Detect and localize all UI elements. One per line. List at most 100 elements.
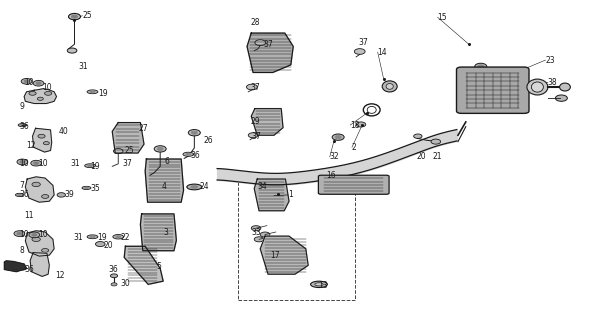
Circle shape bbox=[414, 134, 422, 139]
Text: 35: 35 bbox=[90, 184, 100, 193]
Text: 31: 31 bbox=[70, 159, 80, 168]
Polygon shape bbox=[247, 33, 293, 72]
Text: 19: 19 bbox=[90, 162, 100, 171]
Text: 34: 34 bbox=[258, 182, 268, 191]
Text: 18: 18 bbox=[350, 121, 359, 130]
Text: 19: 19 bbox=[98, 233, 107, 242]
Text: 10: 10 bbox=[42, 83, 52, 92]
Text: 29: 29 bbox=[250, 117, 259, 126]
Text: 37: 37 bbox=[252, 132, 262, 141]
Ellipse shape bbox=[311, 281, 327, 288]
Circle shape bbox=[188, 130, 200, 136]
Ellipse shape bbox=[18, 124, 26, 127]
Polygon shape bbox=[25, 231, 54, 256]
Ellipse shape bbox=[19, 267, 26, 270]
Text: 10: 10 bbox=[19, 159, 29, 168]
Ellipse shape bbox=[527, 79, 548, 95]
Circle shape bbox=[67, 48, 77, 53]
Text: 13: 13 bbox=[318, 281, 327, 290]
Text: 5: 5 bbox=[156, 262, 161, 271]
Circle shape bbox=[17, 159, 28, 165]
Circle shape bbox=[72, 15, 78, 18]
Ellipse shape bbox=[87, 235, 98, 239]
Polygon shape bbox=[25, 177, 54, 202]
Text: 31: 31 bbox=[78, 62, 88, 71]
Circle shape bbox=[475, 63, 487, 69]
Text: 7: 7 bbox=[19, 181, 24, 190]
Circle shape bbox=[42, 249, 49, 252]
Circle shape bbox=[191, 131, 197, 134]
Circle shape bbox=[32, 182, 40, 187]
Polygon shape bbox=[260, 236, 308, 274]
Polygon shape bbox=[140, 214, 176, 251]
Circle shape bbox=[248, 133, 258, 138]
Text: 23: 23 bbox=[545, 56, 555, 65]
Text: 16: 16 bbox=[326, 172, 336, 180]
Text: 37: 37 bbox=[122, 159, 132, 168]
Circle shape bbox=[29, 92, 36, 95]
Circle shape bbox=[431, 139, 441, 144]
Text: 38: 38 bbox=[548, 78, 557, 87]
Circle shape bbox=[38, 134, 45, 138]
FancyBboxPatch shape bbox=[456, 67, 529, 113]
Ellipse shape bbox=[382, 81, 397, 92]
Circle shape bbox=[36, 82, 41, 84]
Circle shape bbox=[113, 148, 123, 154]
Text: 12: 12 bbox=[55, 271, 65, 280]
Text: 20: 20 bbox=[104, 241, 113, 250]
Circle shape bbox=[32, 237, 40, 242]
Text: 36: 36 bbox=[19, 190, 29, 199]
Circle shape bbox=[20, 161, 25, 163]
Circle shape bbox=[157, 147, 163, 150]
Circle shape bbox=[69, 13, 81, 20]
Text: 28: 28 bbox=[250, 18, 259, 27]
Circle shape bbox=[110, 274, 117, 278]
Text: 3: 3 bbox=[163, 228, 168, 237]
Text: 22: 22 bbox=[120, 233, 129, 242]
Circle shape bbox=[254, 237, 264, 242]
Text: 40: 40 bbox=[58, 127, 68, 136]
Polygon shape bbox=[124, 246, 163, 284]
Text: 9: 9 bbox=[19, 101, 24, 111]
Text: 25: 25 bbox=[82, 11, 92, 20]
Text: 36: 36 bbox=[108, 265, 118, 274]
Ellipse shape bbox=[85, 164, 96, 168]
Text: 26: 26 bbox=[204, 136, 214, 146]
Circle shape bbox=[246, 84, 257, 90]
Text: 15: 15 bbox=[438, 13, 447, 22]
Circle shape bbox=[17, 232, 22, 235]
Ellipse shape bbox=[532, 82, 544, 92]
Circle shape bbox=[111, 283, 117, 286]
Ellipse shape bbox=[90, 236, 95, 238]
Text: 10: 10 bbox=[24, 78, 34, 87]
Ellipse shape bbox=[560, 83, 570, 91]
Text: 33: 33 bbox=[252, 228, 262, 237]
Circle shape bbox=[251, 226, 261, 231]
Text: 17: 17 bbox=[270, 251, 279, 260]
Text: 14: 14 bbox=[377, 48, 387, 57]
Text: 21: 21 bbox=[433, 152, 442, 161]
Ellipse shape bbox=[87, 90, 98, 94]
Text: 24: 24 bbox=[199, 182, 209, 191]
Text: 37: 37 bbox=[264, 40, 273, 49]
Text: 10: 10 bbox=[39, 159, 48, 168]
Polygon shape bbox=[30, 252, 49, 276]
Ellipse shape bbox=[20, 124, 24, 126]
Text: 4: 4 bbox=[162, 182, 167, 191]
Circle shape bbox=[32, 234, 37, 236]
Text: 20: 20 bbox=[416, 152, 426, 161]
Text: 2: 2 bbox=[352, 143, 356, 152]
Text: 37: 37 bbox=[358, 38, 368, 47]
Circle shape bbox=[96, 242, 105, 247]
FancyBboxPatch shape bbox=[318, 175, 389, 194]
Text: 8: 8 bbox=[19, 246, 24, 255]
Circle shape bbox=[21, 78, 32, 84]
Ellipse shape bbox=[88, 165, 93, 167]
Circle shape bbox=[260, 232, 270, 237]
Circle shape bbox=[356, 122, 366, 127]
Text: 27: 27 bbox=[138, 124, 147, 133]
Polygon shape bbox=[24, 89, 57, 104]
Polygon shape bbox=[254, 179, 289, 211]
Text: 36: 36 bbox=[19, 122, 29, 131]
Polygon shape bbox=[33, 128, 52, 152]
